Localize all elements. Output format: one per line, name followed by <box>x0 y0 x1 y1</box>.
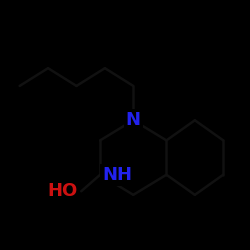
Text: NH: NH <box>102 166 132 184</box>
Text: HO: HO <box>47 182 78 200</box>
Text: N: N <box>126 111 141 129</box>
